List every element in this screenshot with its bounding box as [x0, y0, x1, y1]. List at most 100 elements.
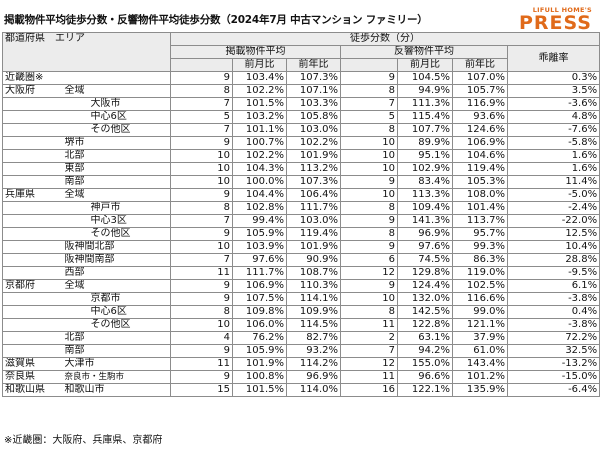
cell-response-minutes: 6 [340, 253, 399, 267]
cell-listed-mom: 106.0% [232, 318, 288, 332]
cell-sub: 神戸市 [88, 201, 172, 215]
cell-area: 南部 [62, 175, 171, 189]
cell-area: 北部 [62, 331, 171, 345]
cell-listed-mom: 105.9% [232, 227, 288, 241]
cell-pref: 大阪府 [2, 84, 63, 98]
cell-listed-yoy: 110.3% [286, 279, 342, 293]
cell-listed-yoy: 102.2% [286, 136, 342, 150]
cell-response-minutes: 10 [340, 162, 399, 176]
cell-listed-mom: 104.3% [232, 162, 288, 176]
cell-sub: 大阪市 [88, 97, 172, 111]
cell-listed-yoy: 82.7% [286, 331, 342, 345]
cell-listed-yoy: 107.3% [286, 71, 342, 85]
cell-listed-mom: 107.5% [232, 292, 288, 306]
logo-line2: PRESS [518, 12, 592, 34]
cell-response-yoy: 99.3% [452, 240, 509, 254]
brand-logo: LIFULL HOME'S PRESS [518, 6, 592, 34]
table-row: 奈良県 奈良市・生駒市 9 100.8% 96.9% 11 96.6% 101.2% -15.0… [2, 370, 600, 384]
cell-listed-yoy: 114.5% [286, 318, 342, 332]
cell-listed-mom: 111.7% [232, 266, 288, 280]
cell-response-yoy: 37.9% [452, 331, 509, 345]
cell-listed-yoy: 105.8% [286, 110, 342, 124]
cell-listed-minutes: 15 [170, 383, 234, 397]
cell-listed-minutes: 9 [170, 344, 234, 358]
cell-pref: 京都府 [2, 279, 63, 293]
cell-response-mom: 95.1% [397, 149, 454, 163]
table-row: 阪神間北部 10 103.9% 101.9% 9 97.6% 99.3% 10.4% [2, 240, 600, 254]
table-row: 南部 10 100.0% 107.3% 9 83.4% 105.3% 11.4% [2, 175, 600, 189]
cell-response-mom: 132.0% [397, 292, 454, 306]
cell-response-minutes: 8 [340, 123, 399, 137]
cell-listed-mom: 101.1% [232, 123, 288, 137]
cell-sub: 中心6区 [88, 305, 172, 319]
cell-area [62, 305, 89, 319]
cell-listed-mom: 76.2% [232, 331, 288, 345]
cell-listed-mom: 105.9% [232, 344, 288, 358]
cell-response-yoy: 104.6% [452, 149, 509, 163]
cell-listed-minutes: 9 [170, 370, 234, 384]
region-header: 都道府県 エリア [1, 32, 172, 72]
cell-listed-yoy: 103.3% [286, 97, 342, 111]
cell-divergence: -7.6% [507, 123, 600, 137]
cell-pref [2, 136, 63, 150]
cell-response-mom: 83.4% [397, 175, 454, 189]
table-row: その他区 7 101.1% 103.0% 8 107.7% 124.6% -7.6% [2, 123, 600, 137]
table-row: 中心6区 5 103.2% 105.8% 5 115.4% 93.6% 4.8% [2, 110, 600, 124]
cell-response-yoy: 101.2% [452, 370, 509, 384]
cell-response-yoy: 106.9% [452, 136, 509, 150]
cell-area: 東部 [62, 162, 171, 176]
cell-pref [2, 253, 63, 267]
table-row: 東部 10 104.3% 113.2% 10 102.9% 119.4% 1.6% [2, 162, 600, 176]
cell-listed-minutes: 4 [170, 331, 234, 345]
cell-response-minutes: 7 [340, 344, 399, 358]
cell-response-mom: 89.9% [397, 136, 454, 150]
cell-listed-yoy: 106.4% [286, 188, 342, 202]
cell-area [62, 227, 89, 241]
cell-divergence: 0.4% [507, 305, 600, 319]
cell-listed-yoy: 108.7% [286, 266, 342, 280]
cell-listed-minutes: 9 [170, 71, 234, 85]
cell-pref [2, 344, 63, 358]
cell-listed-mom: 97.6% [232, 253, 288, 267]
cell-pref [2, 162, 63, 176]
cell-response-yoy: 116.9% [452, 97, 509, 111]
cell-response-mom: 122.1% [397, 383, 454, 397]
cell-response-mom: 115.4% [397, 110, 454, 124]
cell-listed-minutes: 9 [170, 279, 234, 293]
cell-area: 全域 [62, 279, 171, 293]
cell-area [62, 214, 89, 228]
cell-listed-minutes: 10 [170, 318, 234, 332]
cell-listed-mom: 101.9% [232, 357, 288, 371]
cell-sub: その他区 [88, 227, 172, 241]
response-yoy-header: 前年比 [452, 58, 509, 72]
listed-mom-header: 前月比 [232, 58, 288, 72]
cell-response-mom: 94.2% [397, 344, 454, 358]
cell-response-yoy: 105.7% [452, 84, 509, 98]
cell-listed-minutes: 10 [170, 240, 234, 254]
cell-response-mom: 141.3% [397, 214, 454, 228]
cell-response-mom: 129.8% [397, 266, 454, 280]
cell-response-mom: 122.8% [397, 318, 454, 332]
cell-listed-mom: 102.2% [232, 84, 288, 98]
cell-listed-yoy: 103.0% [286, 214, 342, 228]
cell-pref [2, 175, 63, 189]
cell-response-minutes: 11 [340, 370, 399, 384]
table-row: 中心6区 8 109.8% 109.9% 8 142.5% 99.0% 0.4% [2, 305, 600, 319]
cell-listed-yoy: 119.4% [286, 227, 342, 241]
cell-listed-mom: 100.7% [232, 136, 288, 150]
cell-response-mom: 94.9% [397, 84, 454, 98]
cell-sub: その他区 [88, 123, 172, 137]
cell-divergence: 72.2% [507, 331, 600, 345]
cell-response-mom: 74.5% [397, 253, 454, 267]
cell-area [62, 318, 89, 332]
header-row-3: 前月比 前年比 前月比 前年比 [3, 58, 600, 72]
cell-response-minutes: 8 [340, 201, 399, 215]
cell-response-yoy: 61.0% [452, 344, 509, 358]
cell-response-yoy: 108.0% [452, 188, 509, 202]
cell-area: 全域 [62, 188, 171, 202]
cell-listed-minutes: 8 [170, 305, 234, 319]
cell-listed-mom: 100.8% [232, 370, 288, 384]
cell-area [62, 97, 89, 111]
cell-listed-minutes: 10 [170, 162, 234, 176]
cell-response-minutes: 8 [340, 305, 399, 319]
